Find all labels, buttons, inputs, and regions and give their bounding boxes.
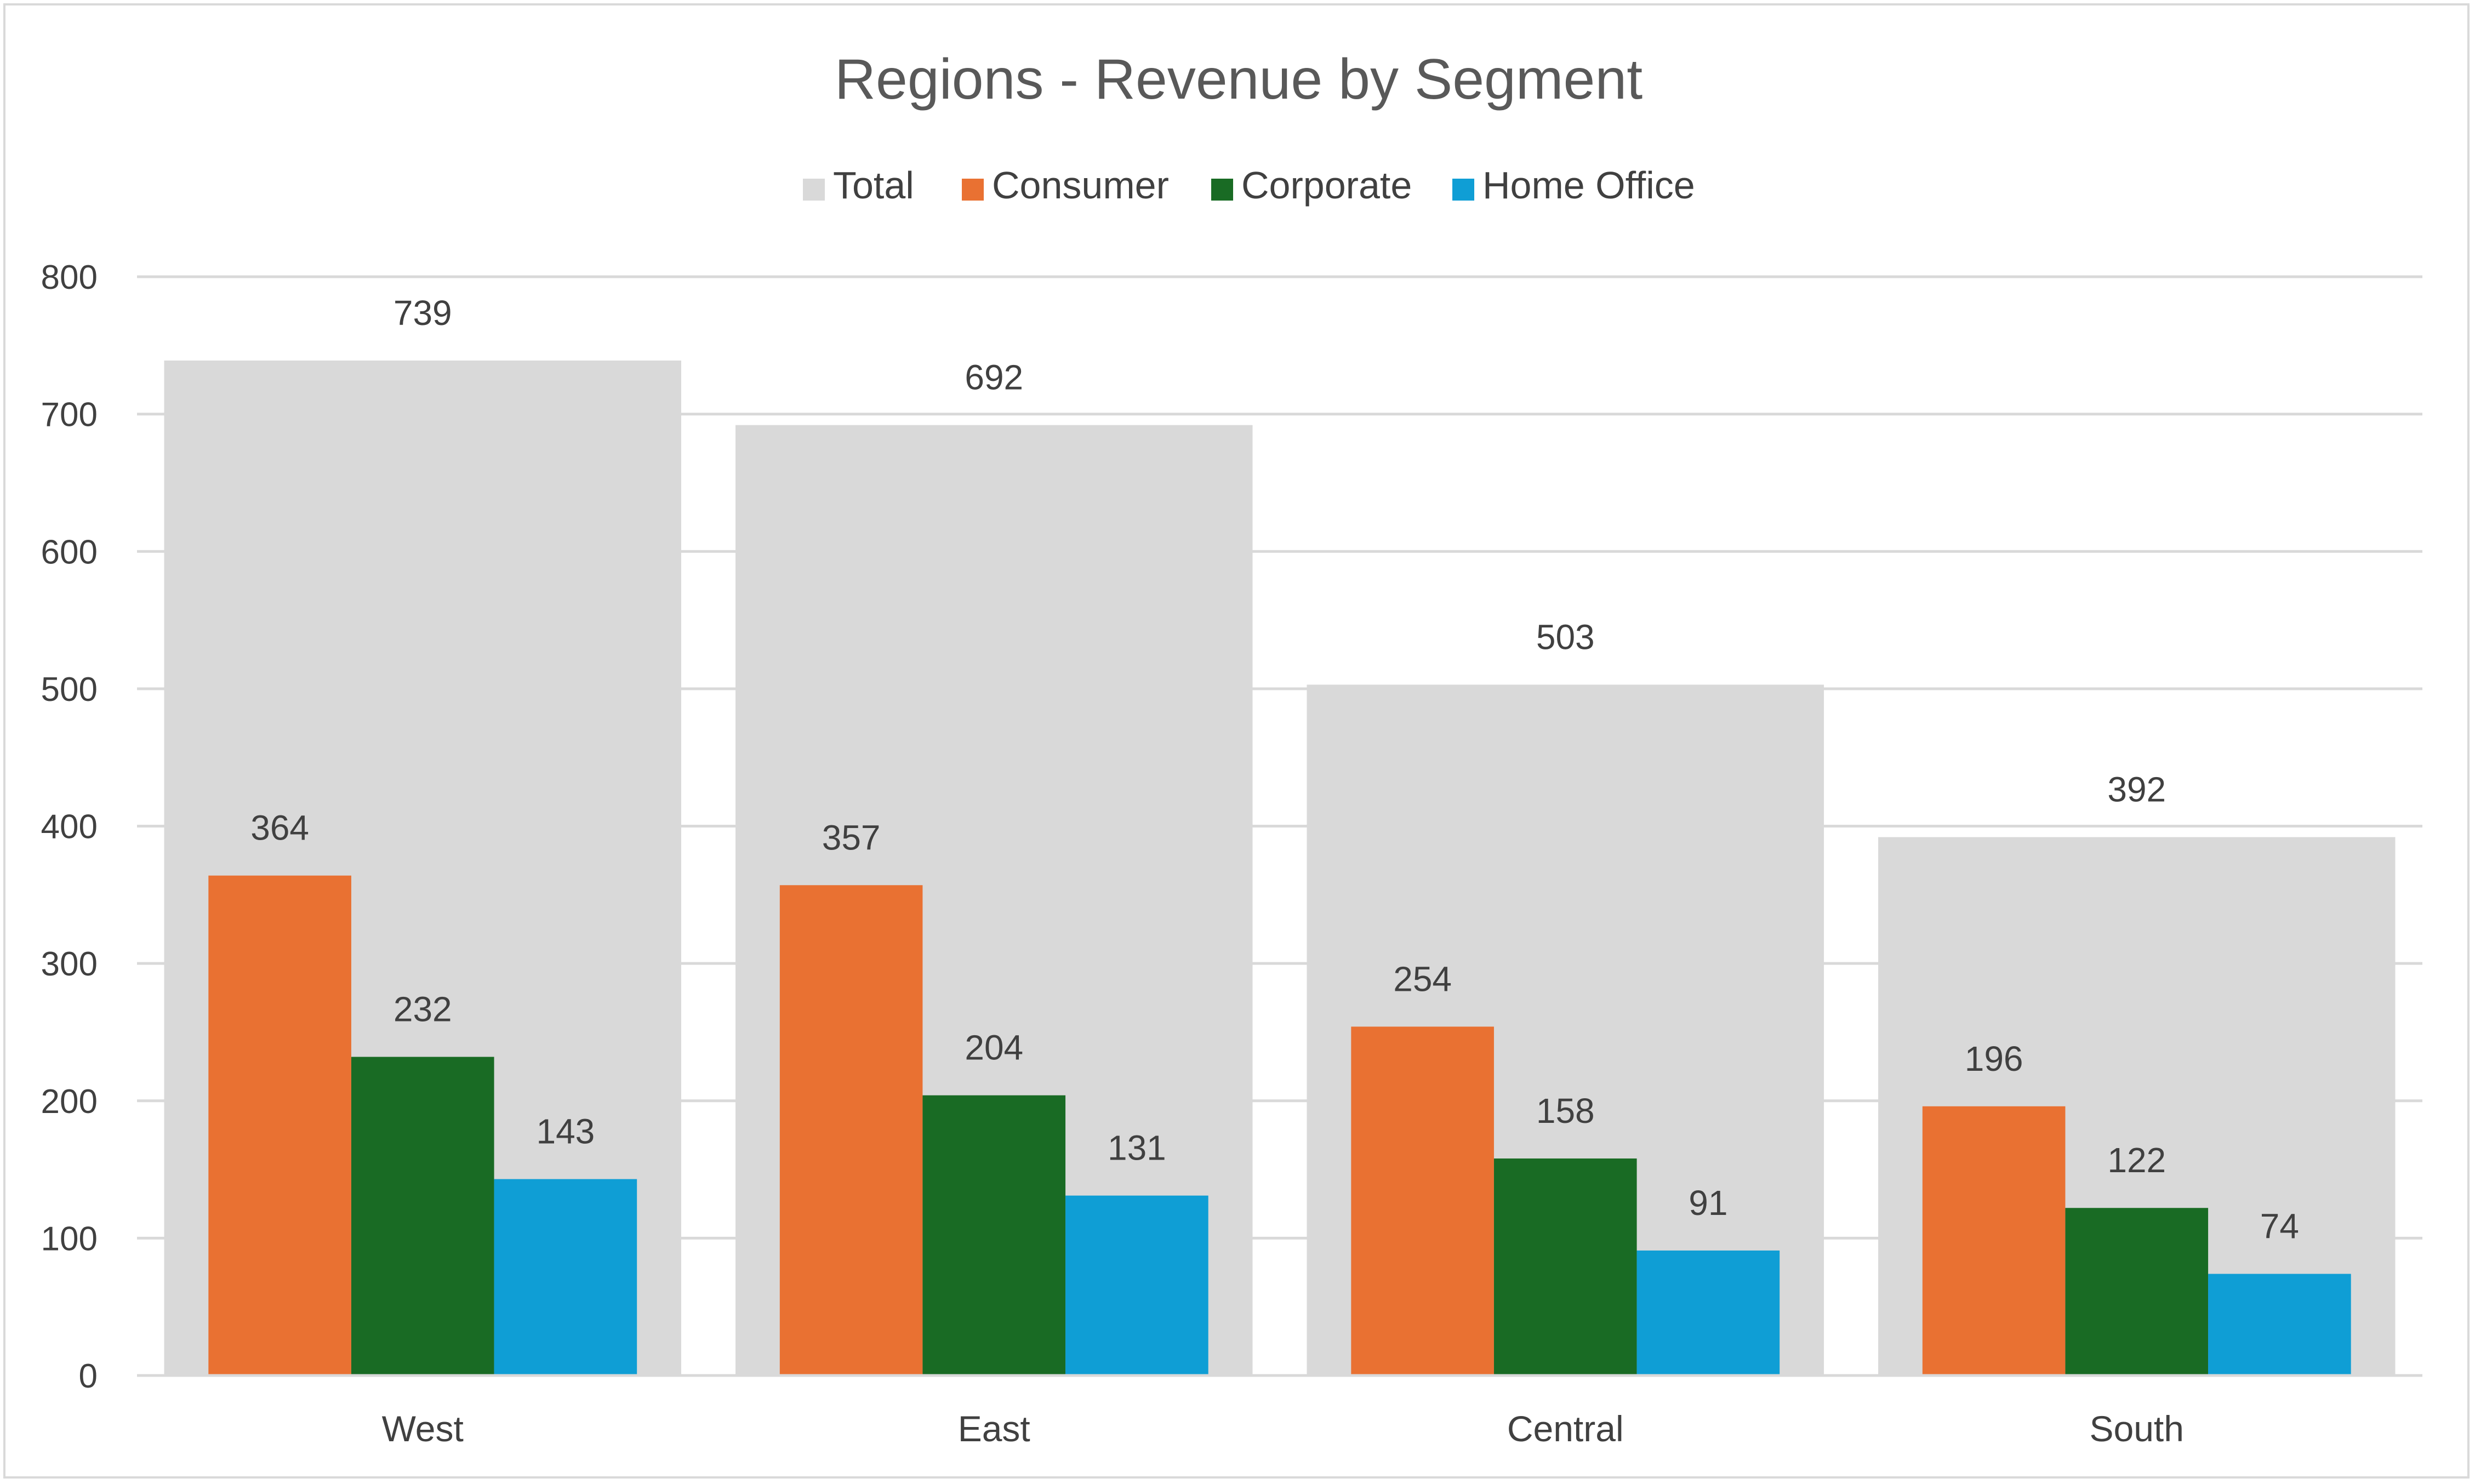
data-label-home-office-east: 131: [1108, 1128, 1166, 1168]
bar-home-office-south: [2208, 1274, 2351, 1375]
data-label-total-west: 739: [394, 293, 452, 333]
legend-swatch-corporate: [1211, 179, 1233, 201]
legend-swatch-home-office: [1452, 179, 1474, 201]
bar-corporate-central: [1493, 1158, 1637, 1375]
legend-swatch-total: [803, 179, 825, 201]
chart-title: Regions - Revenue by Segment: [835, 48, 1643, 111]
data-label-corporate-east: 204: [965, 1028, 1023, 1068]
y-axis: 0 100 200 300 400 500 600 700 800: [41, 259, 98, 1395]
x-category-label: East: [958, 1408, 1030, 1449]
chart-svg: Regions - Revenue by Segment Total Consum…: [41, 48, 2422, 1449]
data-label-corporate-central: 158: [1536, 1091, 1595, 1131]
data-label-home-office-south: 74: [2260, 1207, 2299, 1246]
data-label-consumer-east: 357: [822, 818, 881, 857]
x-category-label: West: [382, 1408, 464, 1449]
data-label-consumer-west: 364: [250, 808, 309, 848]
y-tick-label: 700: [41, 396, 98, 434]
y-tick-label: 600: [41, 533, 98, 571]
bar-consumer-central: [1351, 1026, 1494, 1375]
bar-consumer-west: [208, 875, 351, 1375]
chart-frame: Regions - Revenue by Segment Total Consum…: [3, 3, 2470, 1479]
x-category-label: South: [2090, 1408, 2184, 1449]
y-tick-label: 0: [79, 1357, 98, 1395]
bar-corporate-east: [922, 1095, 1066, 1375]
legend-label-total: Total: [833, 164, 914, 207]
data-label-total-east: 692: [965, 358, 1023, 397]
data-label-home-office-central: 91: [1689, 1183, 1727, 1223]
y-tick-label: 400: [41, 808, 98, 846]
y-tick-label: 800: [41, 259, 98, 296]
legend-label-consumer: Consumer: [992, 164, 1169, 207]
data-label-total-central: 503: [1536, 617, 1595, 657]
y-tick-label: 200: [41, 1083, 98, 1121]
data-labels: 739 364 232 143 692 357 204 131 503 254 158 91 392 19…: [250, 293, 2299, 1246]
data-label-home-office-west: 143: [536, 1112, 595, 1151]
x-axis: West East Central South: [137, 1374, 2422, 1449]
bar-corporate-south: [2065, 1208, 2209, 1375]
y-tick-label: 500: [41, 671, 98, 709]
bar-consumer-south: [1922, 1106, 2066, 1375]
legend-label-home-office: Home Office: [1482, 164, 1695, 207]
bar-home-office-central: [1636, 1250, 1780, 1375]
bars: [164, 360, 2396, 1375]
bar-home-office-west: [494, 1179, 637, 1375]
bar-home-office-east: [1065, 1195, 1208, 1375]
x-category-label: Central: [1507, 1408, 1624, 1449]
y-tick-label: 300: [41, 945, 98, 983]
data-label-consumer-central: 254: [1393, 959, 1452, 998]
bar-consumer-east: [779, 885, 923, 1375]
data-label-total-south: 392: [2107, 770, 2166, 809]
bar-corporate-west: [351, 1057, 494, 1375]
legend-swatch-consumer: [962, 179, 984, 201]
data-label-corporate-west: 232: [394, 990, 452, 1029]
y-tick-label: 100: [41, 1220, 98, 1258]
data-label-corporate-south: 122: [2107, 1140, 2166, 1180]
legend-label-corporate: Corporate: [1241, 164, 1412, 207]
legend: Total Consumer Corporate Home Office: [803, 164, 1695, 207]
data-label-consumer-south: 196: [1965, 1039, 2023, 1078]
